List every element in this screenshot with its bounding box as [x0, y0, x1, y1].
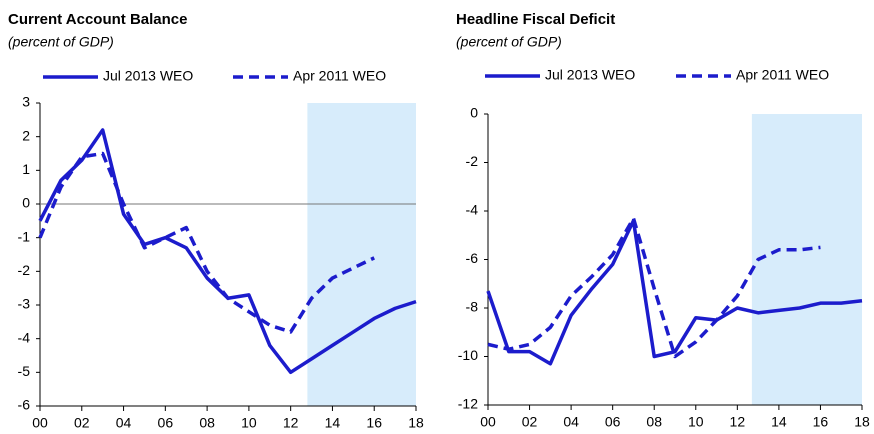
chart-subtitle: (percent of GDP)	[456, 34, 562, 50]
chart-subtitle: (percent of GDP)	[8, 34, 114, 50]
y-tick-label: -8	[466, 299, 479, 315]
legend-label: Apr 2011 WEO	[736, 67, 829, 83]
y-tick-label: -2	[466, 153, 479, 169]
y-tick-label: -4	[466, 202, 479, 218]
x-tick-label: 16	[366, 415, 382, 431]
y-tick-label: 0	[22, 195, 30, 211]
chart-title: Current Account Balance	[8, 11, 187, 28]
x-tick-label: 14	[325, 415, 341, 431]
forecast-shade	[751, 114, 862, 405]
x-tick-label: 10	[688, 414, 704, 430]
y-tick-label: 2	[22, 127, 30, 143]
x-tick-label: 08	[199, 415, 215, 431]
legend-label: Jul 2013 WEO	[545, 67, 635, 83]
y-tick-label: -1	[18, 228, 31, 244]
x-tick-label: 02	[74, 415, 90, 431]
x-tick-label: 00	[32, 415, 48, 431]
x-tick-label: 06	[158, 415, 174, 431]
legend-label: Apr 2011 WEO	[293, 68, 386, 84]
x-tick-label: 18	[408, 415, 424, 431]
y-tick-label: -4	[18, 329, 31, 345]
y-tick-label: 3	[22, 94, 30, 110]
y-tick-label: -3	[18, 296, 31, 312]
x-tick-label: 16	[813, 414, 829, 430]
x-tick-label: 12	[730, 414, 746, 430]
y-tick-label: -12	[458, 396, 478, 412]
x-tick-label: 18	[854, 414, 870, 430]
series-line	[486, 218, 863, 366]
x-tick-label: 06	[605, 414, 621, 430]
x-tick-label: 00	[480, 414, 496, 430]
series-line	[38, 151, 375, 334]
y-tick-label: -5	[18, 363, 31, 379]
x-tick-label: 10	[241, 415, 257, 431]
y-tick-label: 1	[22, 161, 30, 177]
y-tick-label: -6	[466, 250, 479, 266]
x-tick-label: 02	[522, 414, 538, 430]
chart-title: Headline Fiscal Deficit	[456, 11, 615, 28]
series-line	[487, 216, 821, 359]
y-tick-label: -6	[18, 397, 31, 413]
y-tick-label: 0	[470, 105, 478, 121]
x-tick-label: 08	[646, 414, 662, 430]
y-tick-label: -2	[18, 262, 31, 278]
x-tick-label: 12	[283, 415, 299, 431]
legend-label: Jul 2013 WEO	[103, 68, 193, 84]
x-tick-label: 04	[116, 415, 132, 431]
forecast-shade	[307, 103, 416, 406]
y-tick-label: -10	[458, 347, 478, 363]
x-tick-label: 14	[771, 414, 787, 430]
x-tick-label: 04	[563, 414, 579, 430]
